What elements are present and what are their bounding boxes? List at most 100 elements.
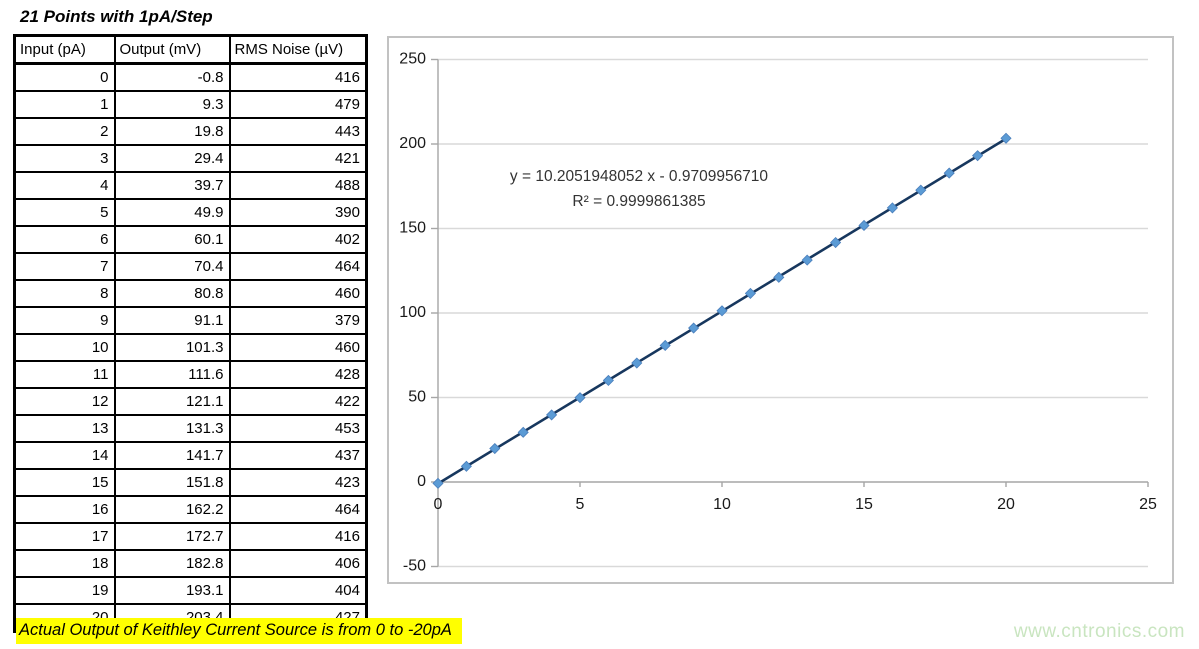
chart-svg: 250 200 150 100 50 0 -50 0 5 10 15 20 25 [399,51,1157,575]
data-table-container: Input (pA) Output (mV) RMS Noise (µV) 0 -0.… [13,34,368,633]
table-cell: -0.8 [113,62,231,92]
table-row: 8 80.8 460 [13,279,368,308]
table-cell: 416 [228,62,368,92]
table-cell: 131.3 [113,414,231,443]
table-row: 7 70.4 464 [13,252,368,281]
table-cell: 151.8 [113,468,231,497]
table-cell: 18 [13,549,116,578]
table-row: 5 49.9 390 [13,198,368,227]
table-cell: 422 [228,387,368,416]
table-cell: 488 [228,171,368,200]
table-cell: 390 [228,198,368,227]
table-cell: 406 [228,549,368,578]
table-cell: 453 [228,414,368,443]
table-cell: 464 [228,495,368,524]
table-row: 2 19.8 443 [13,117,368,146]
svg-text:25: 25 [1139,496,1157,513]
svg-text:0: 0 [434,496,443,513]
table-cell: 39.7 [113,171,231,200]
table-cell: 9 [13,306,116,335]
watermark: www.cntronics.com [1013,621,1185,642]
svg-text:-50: -50 [403,558,426,575]
table-row: 15 151.8 423 [13,468,368,497]
table-cell: 464 [228,252,368,281]
table-cell: 121.1 [113,387,231,416]
svg-text:10: 10 [713,496,731,513]
table-row: 18 182.8 406 [13,549,368,578]
svg-text:20: 20 [997,496,1015,513]
table-cell: 172.7 [113,522,231,551]
table-cell: 2 [13,117,116,146]
table-row: 3 29.4 421 [13,144,368,173]
table-cell: 70.4 [113,252,231,281]
table-cell: 479 [228,90,368,119]
table-cell: 141.7 [113,441,231,470]
data-table: Input (pA) Output (mV) RMS Noise (µV) 0 -0.… [13,34,368,633]
svg-text:50: 50 [408,389,426,406]
data-table-body: 0 -0.8 416 1 9.3 479 2 19.8 443 3 29.4 421 4 39.7 488 5… [13,62,368,633]
table-cell: 6 [13,225,116,254]
table-cell: 101.3 [113,333,231,362]
table-cell: 4 [13,171,116,200]
highlight-note: Actual Output of Keithley Current Source… [16,618,462,644]
table-row: 19 193.1 404 [13,576,368,605]
table-cell: 12 [13,387,116,416]
table-cell: 182.8 [113,549,231,578]
table-cell: 49.9 [113,198,231,227]
table-row: 13 131.3 453 [13,414,368,443]
table-cell: 3 [13,144,116,173]
table-row: 16 162.2 464 [13,495,368,524]
svg-text:100: 100 [399,304,426,321]
table-cell: 111.6 [113,360,231,389]
table-row: 14 141.7 437 [13,441,368,470]
svg-text:0: 0 [417,473,426,490]
table-cell: 9.3 [113,90,231,119]
table-cell: 443 [228,117,368,146]
table-cell: 402 [228,225,368,254]
r-squared-label: R² = 0.9999861385 [572,193,706,210]
table-cell: 19.8 [113,117,231,146]
table-row: 10 101.3 460 [13,333,368,362]
table-row: 9 91.1 379 [13,306,368,335]
table-cell: 193.1 [113,576,231,605]
table-row: 6 60.1 402 [13,225,368,254]
svg-text:200: 200 [399,135,426,152]
header-cell: Output (mV) [113,34,231,65]
table-cell: 460 [228,333,368,362]
table-cell: 379 [228,306,368,335]
table-cell: 19 [13,576,116,605]
chart: 250 200 150 100 50 0 -50 0 5 10 15 20 25 y = 10.2051… [387,36,1174,584]
table-cell: 16 [13,495,116,524]
table-cell: 14 [13,441,116,470]
table-cell: 404 [228,576,368,605]
table-cell: 15 [13,468,116,497]
table-cell: 421 [228,144,368,173]
table-cell: 10 [13,333,116,362]
table-header-row: Input (pA) Output (mV) RMS Noise (µV) [13,34,368,65]
table-cell: 17 [13,522,116,551]
table-cell: 60.1 [113,225,231,254]
svg-text:15: 15 [855,496,873,513]
svg-text:5: 5 [576,496,585,513]
table-cell: 0 [13,62,116,92]
table-row: 1 9.3 479 [13,90,368,119]
header-cell: Input (pA) [13,34,116,65]
table-cell: 7 [13,252,116,281]
trendline-equation-box: y = 10.2051948052 x - 0.9709956710 R² = … [494,164,784,214]
table-cell: 416 [228,522,368,551]
table-cell: 423 [228,468,368,497]
page-title: 21 Points with 1pA/Step [20,7,213,26]
table-cell: 80.8 [113,279,231,308]
table-cell: 1 [13,90,116,119]
svg-text:250: 250 [399,51,426,68]
table-row: 17 172.7 416 [13,522,368,551]
table-cell: 11 [13,360,116,389]
table-row: 0 -0.8 416 [13,62,368,92]
trendline-equation: y = 10.2051948052 x - 0.9709956710 [509,168,769,185]
table-cell: 91.1 [113,306,231,335]
table-cell: 8 [13,279,116,308]
svg-text:150: 150 [399,220,426,237]
table-cell: 29.4 [113,144,231,173]
table-cell: 428 [228,360,368,389]
